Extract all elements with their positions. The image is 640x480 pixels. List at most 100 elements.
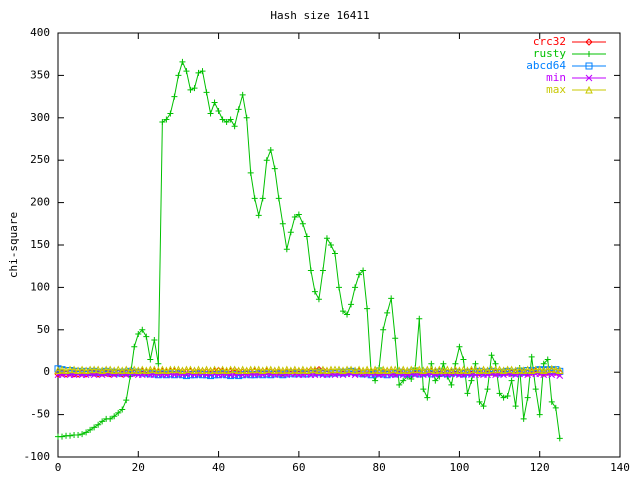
point (432, 377, 439, 384)
point (134, 366, 143, 375)
point (155, 360, 162, 367)
point (239, 91, 246, 98)
point (388, 295, 395, 302)
point (415, 365, 424, 374)
x-tick-label: 0 (55, 461, 62, 474)
point (456, 343, 463, 350)
point (499, 366, 508, 375)
y-tick-label: 350 (30, 68, 50, 81)
point (423, 365, 432, 374)
point (207, 110, 214, 117)
point (307, 267, 314, 274)
point (448, 381, 455, 388)
point (287, 366, 295, 375)
point (203, 89, 210, 96)
point (359, 366, 367, 375)
point (114, 365, 123, 374)
point (190, 366, 199, 375)
point (243, 114, 250, 121)
y-axis-label: chi-square (7, 212, 20, 278)
point (82, 366, 90, 375)
point (395, 366, 404, 375)
point (371, 365, 379, 374)
point (246, 365, 255, 374)
point (251, 195, 258, 202)
point (551, 365, 560, 374)
point (315, 366, 323, 375)
point (250, 365, 259, 374)
point (266, 365, 275, 374)
point (87, 426, 94, 433)
point (142, 366, 151, 375)
point (278, 366, 287, 375)
point (183, 68, 190, 75)
point (447, 366, 456, 375)
point (115, 409, 122, 416)
point (135, 331, 142, 338)
point (291, 214, 298, 221)
point (247, 169, 254, 176)
point (315, 296, 322, 303)
point (254, 365, 263, 374)
point (427, 365, 436, 374)
point (194, 365, 203, 374)
y-tick-label: 300 (30, 111, 50, 124)
point (70, 365, 78, 374)
point (491, 365, 500, 374)
point (439, 366, 448, 375)
point (331, 250, 338, 257)
point (218, 365, 227, 374)
chart-title: Hash size 16411 (270, 9, 369, 22)
point (238, 365, 247, 374)
point (476, 398, 483, 405)
point (211, 99, 218, 106)
point (367, 366, 375, 375)
legend-label: abcd64 (526, 59, 566, 72)
point (552, 404, 559, 411)
point (163, 116, 170, 123)
y-tick-label: 400 (30, 26, 50, 39)
point (59, 433, 66, 440)
point (527, 366, 536, 375)
point (199, 68, 206, 75)
point (299, 365, 307, 374)
point (504, 392, 511, 399)
x-tick-label: 80 (373, 461, 386, 474)
point (283, 246, 290, 253)
point (480, 403, 487, 410)
point (58, 365, 66, 374)
point (219, 116, 226, 123)
y-tick-label: 150 (30, 238, 50, 251)
point (235, 106, 242, 113)
point (102, 365, 110, 374)
point (411, 365, 420, 374)
point (159, 119, 166, 126)
point (131, 343, 138, 350)
point (274, 365, 283, 374)
point (327, 365, 335, 374)
point (90, 365, 98, 374)
point (258, 366, 267, 375)
point (154, 366, 163, 375)
point (360, 267, 367, 274)
point (175, 72, 182, 79)
point (143, 333, 150, 340)
point (170, 365, 179, 374)
point (139, 326, 146, 333)
point (191, 85, 198, 92)
point (234, 366, 243, 375)
point (336, 284, 342, 291)
point (242, 366, 251, 375)
point (335, 365, 343, 374)
point (223, 119, 230, 126)
point (463, 366, 472, 375)
point (524, 394, 531, 401)
point (556, 435, 563, 442)
point (158, 365, 167, 374)
point (483, 366, 492, 375)
point (479, 365, 488, 374)
point (146, 365, 155, 374)
legend-label: crc32 (533, 35, 566, 48)
point (356, 271, 363, 278)
